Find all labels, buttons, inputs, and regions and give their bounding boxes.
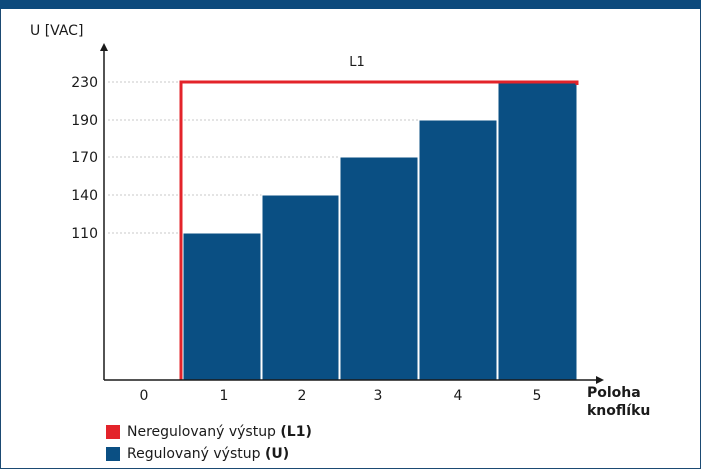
line-l1 — [179, 80, 579, 380]
y-tick-label-140: 140 — [71, 188, 98, 204]
y-tick-label-230: 230 — [71, 75, 98, 91]
legend-label-l1: Neregulovaný výstup (L1) — [127, 424, 312, 440]
header-bar — [0, 0, 701, 9]
bar-1 — [182, 232, 262, 381]
legend-label-u: Regulovaný výstup (U) — [127, 446, 290, 462]
legend-swatch-red — [106, 425, 120, 439]
line-label-l1: L1 — [349, 55, 365, 70]
y-axis-arrow — [100, 43, 108, 51]
bar-2 — [261, 194, 340, 381]
x-axis-arrow — [596, 376, 604, 384]
x-axis-title-line1: Poloha — [587, 385, 641, 401]
x-tick-label-5: 5 — [533, 388, 542, 404]
x-axis-title-line2: knoflíku — [587, 403, 650, 419]
legend-item-l1: Neregulovaný výstup (L1) — [106, 421, 312, 443]
y-tick-label-110: 110 — [71, 226, 98, 242]
y-axis-title: U [VAC] — [30, 23, 83, 39]
legend-item-u: Regulovaný výstup (U) — [106, 443, 312, 465]
x-tick-label-3: 3 — [374, 388, 383, 404]
legend: Neregulovaný výstup (L1) Regulovaný výst… — [106, 421, 312, 465]
bar-4 — [418, 119, 498, 381]
x-tick-label-2: 2 — [298, 388, 307, 404]
bar-5 — [497, 81, 578, 381]
x-tick-label-4: 4 — [454, 388, 463, 404]
legend-swatch-blue — [106, 447, 120, 461]
y-tick-label-190: 190 — [71, 113, 98, 129]
x-tick-label-1: 1 — [220, 388, 229, 404]
x-tick-label-0: 0 — [140, 388, 149, 404]
bar-3 — [339, 156, 419, 381]
y-tick-label-170: 170 — [71, 150, 98, 166]
